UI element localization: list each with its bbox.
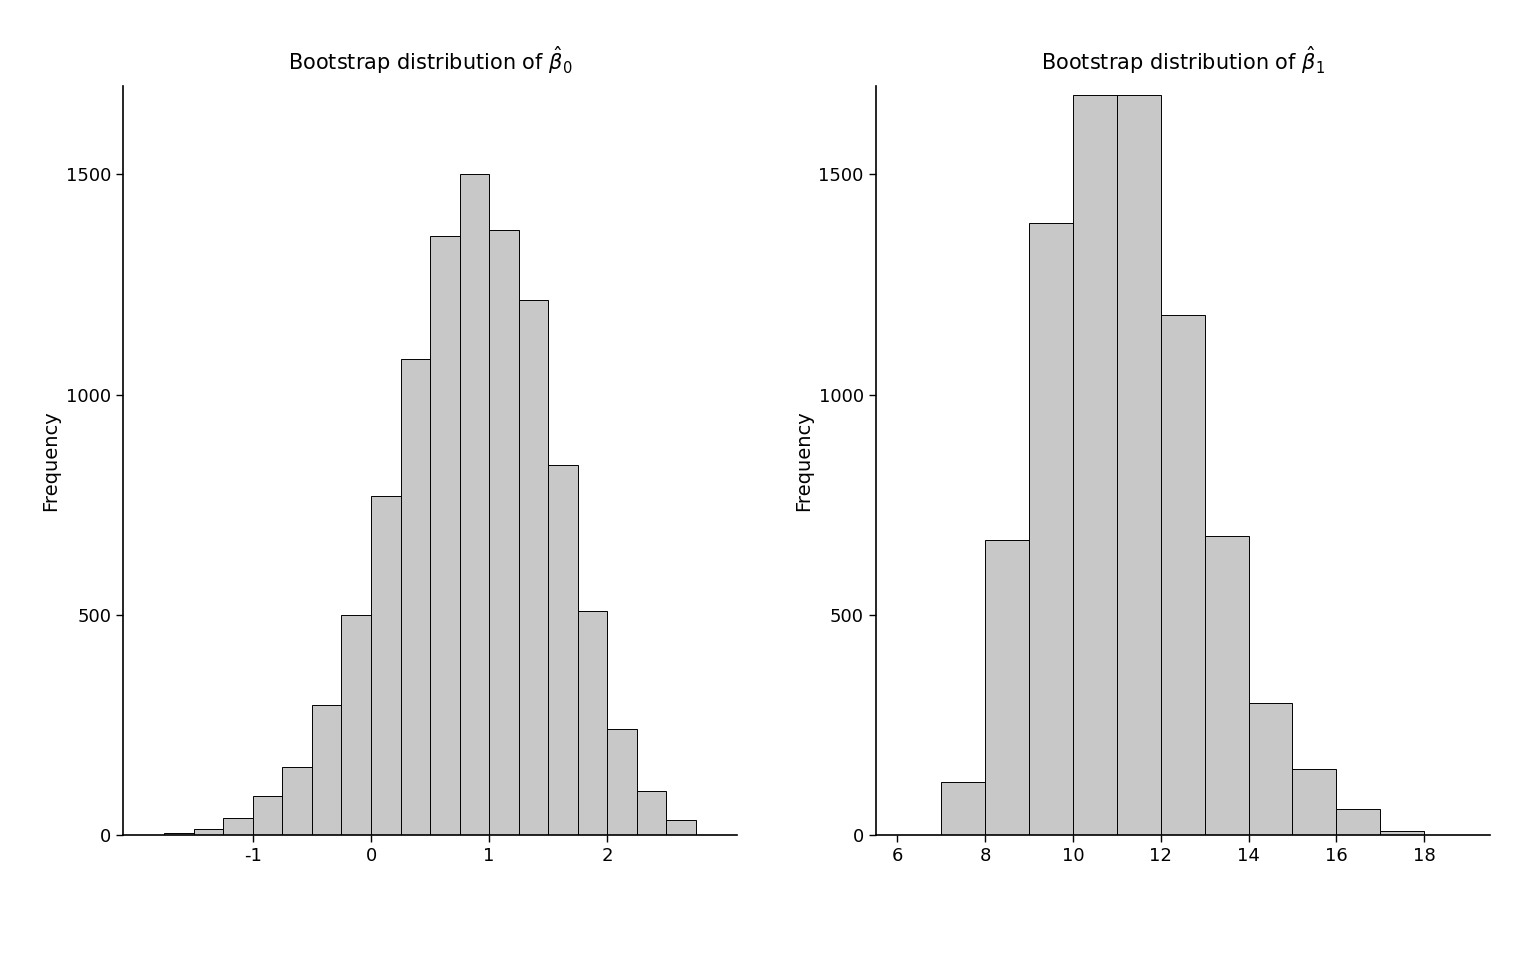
Bar — [942, 782, 985, 835]
Title: Bootstrap distribution of $\hat{\beta}_1$: Bootstrap distribution of $\hat{\beta}_1… — [1041, 44, 1324, 76]
Bar — [1074, 95, 1117, 835]
Bar — [223, 818, 253, 835]
Title: Bootstrap distribution of $\hat{\beta}_0$: Bootstrap distribution of $\hat{\beta}_0… — [287, 44, 573, 76]
Bar — [1204, 536, 1249, 835]
Bar — [607, 730, 637, 835]
Bar — [459, 175, 488, 835]
Bar — [519, 300, 548, 835]
Bar — [985, 540, 1029, 835]
Bar — [1336, 808, 1381, 835]
Bar — [194, 828, 223, 835]
Bar — [578, 611, 607, 835]
Bar — [1381, 830, 1424, 835]
Bar — [488, 229, 519, 835]
Bar — [401, 359, 430, 835]
Bar — [667, 820, 696, 835]
Bar — [372, 496, 401, 835]
Bar — [1117, 95, 1161, 835]
Bar — [341, 615, 372, 835]
Bar — [1292, 769, 1336, 835]
Bar — [548, 466, 578, 835]
Bar — [253, 796, 283, 835]
Bar — [1249, 703, 1292, 835]
Bar — [312, 706, 341, 835]
Y-axis label: Frequency: Frequency — [794, 411, 813, 511]
Y-axis label: Frequency: Frequency — [41, 411, 60, 511]
Bar — [164, 833, 194, 835]
Bar — [1161, 316, 1204, 835]
Bar — [283, 767, 312, 835]
Bar — [430, 236, 459, 835]
Bar — [1029, 223, 1074, 835]
Bar — [637, 791, 667, 835]
